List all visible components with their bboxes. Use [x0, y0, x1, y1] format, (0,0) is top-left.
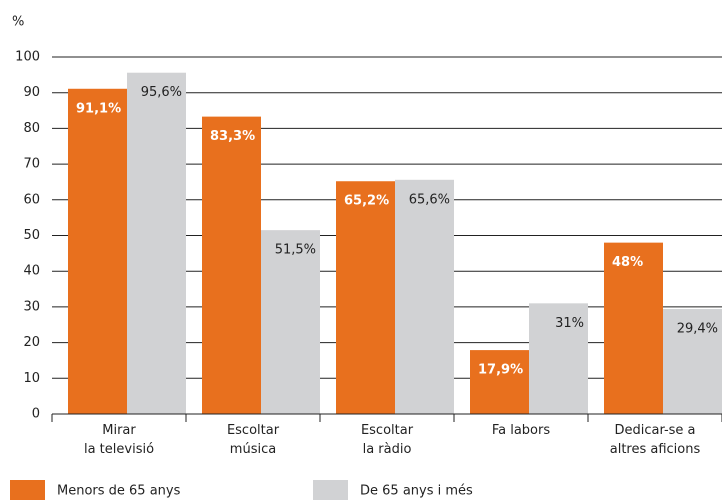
value-label: 91,1% [76, 101, 121, 116]
value-label: 65,6% [409, 192, 450, 207]
value-label: 29,4% [677, 322, 718, 337]
bar [470, 350, 529, 414]
value-label: 17,9% [478, 363, 523, 378]
value-label: 95,6% [141, 85, 182, 100]
y-tick-label: 20 [23, 335, 40, 350]
y-tick-label: 30 [23, 299, 40, 314]
x-tick-label: Escoltar música [227, 423, 280, 457]
bar [663, 309, 722, 414]
legend-swatch [313, 480, 348, 500]
y-tick-label: 0 [32, 407, 40, 422]
legend-swatch [10, 480, 45, 500]
bar [395, 179, 454, 414]
bar [529, 303, 588, 414]
bar [127, 72, 186, 414]
x-tick-label: Mirar la televisió [84, 423, 154, 457]
bar [202, 116, 261, 414]
y-tick-label: 80 [23, 121, 40, 136]
legend-label: Menors de 65 anys [57, 484, 181, 499]
legend-label: De 65 anys i més [360, 484, 473, 499]
value-label: 83,3% [210, 129, 255, 144]
y-axis-label: % [12, 15, 24, 30]
value-label: 65,2% [344, 194, 389, 209]
x-tick-label: Escoltar la ràdio [361, 423, 414, 457]
value-label: 51,5% [275, 243, 316, 258]
value-label: 48% [612, 255, 643, 270]
y-tick-label: 100 [15, 50, 40, 65]
y-tick-label: 60 [23, 192, 40, 207]
bar [604, 242, 663, 414]
x-tick-label: Dedicar-se a altres aficions [610, 423, 701, 457]
x-tick-label: Fa labors [492, 423, 551, 438]
bar [336, 181, 395, 414]
y-tick-label: 90 [23, 85, 40, 100]
bar [261, 230, 320, 414]
y-tick-label: 50 [23, 228, 40, 243]
y-tick-label: 40 [23, 264, 40, 279]
bar [68, 88, 127, 414]
y-tick-label: 10 [23, 371, 40, 386]
value-label: 31% [555, 316, 584, 331]
y-tick-label: 70 [23, 157, 40, 172]
